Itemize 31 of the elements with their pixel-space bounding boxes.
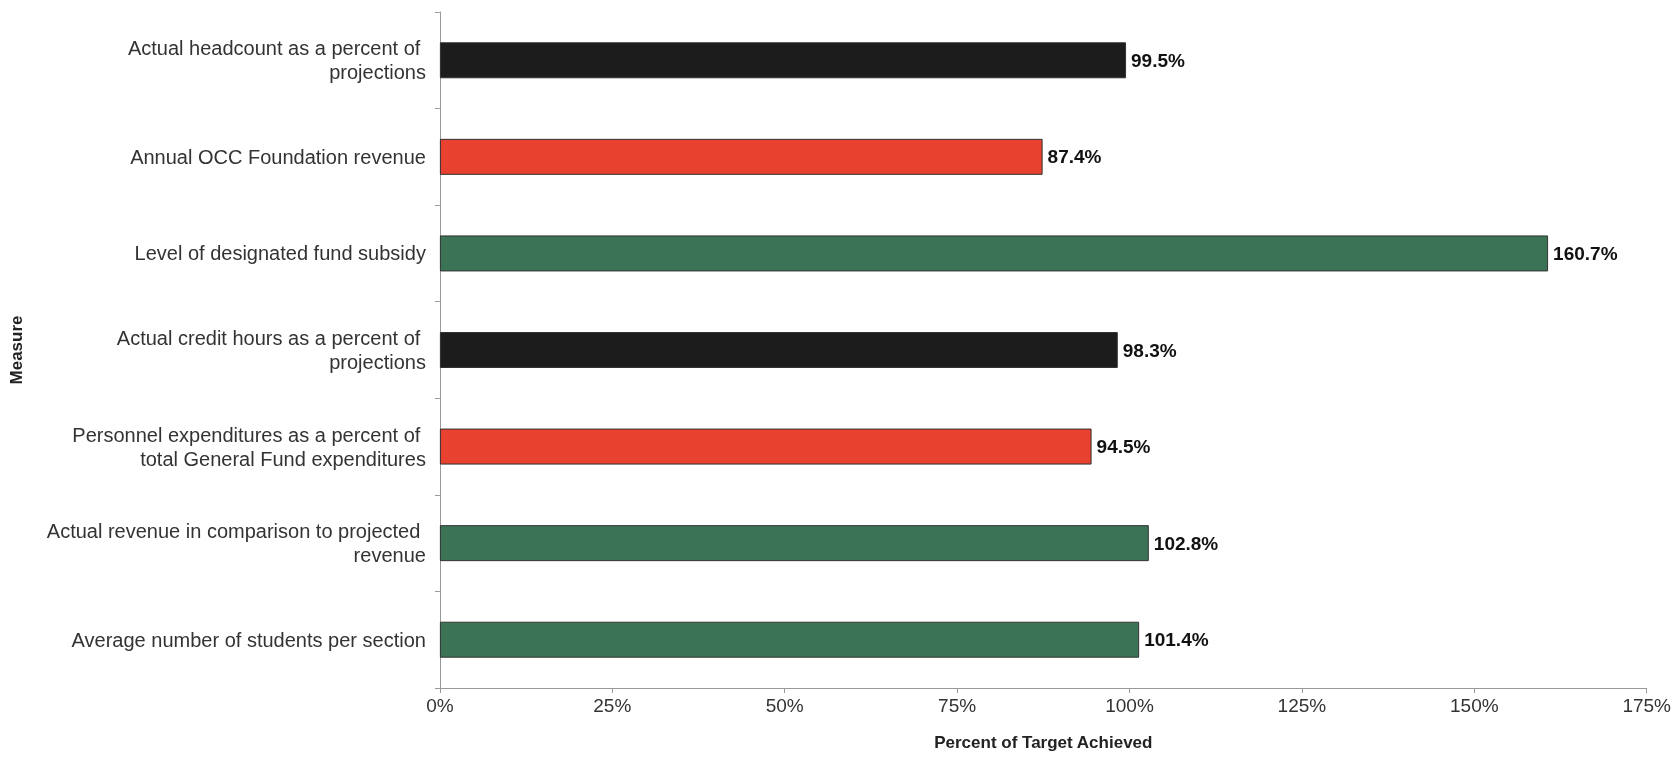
y-tick-label: Actual revenue in comparison to projected revenue	[46, 520, 426, 567]
x-tick-label: 150%	[1450, 695, 1499, 716]
x-tick-label: 125%	[1277, 695, 1327, 716]
data-label: 87.4%	[1047, 146, 1102, 168]
x-tick-label: 75%	[938, 695, 977, 716]
x-tick-label: 50%	[765, 695, 804, 716]
x-tick-label: 100%	[1105, 695, 1154, 716]
x-axis-title: Percent of Target Achieved	[934, 733, 1153, 752]
bar	[439, 621, 1140, 658]
bar	[439, 332, 1118, 368]
data-label: 98.3%	[1122, 339, 1177, 361]
y-tick-label: Annual OCC Foundation revenue	[130, 145, 426, 168]
x-tick-label: 0%	[426, 695, 454, 716]
bar	[439, 428, 1092, 465]
y-axis-title: Measure	[7, 315, 26, 385]
data-label: 102.8%	[1153, 532, 1219, 554]
data-label: 99.5%	[1131, 49, 1186, 71]
x-tick-label: 25%	[593, 695, 632, 716]
bar	[439, 525, 1149, 562]
bar	[439, 235, 1549, 272]
x-tick-label: 175%	[1622, 695, 1672, 716]
y-tick-label: Average number of students per section	[71, 628, 426, 651]
y-tick-label: Actual credit hours as a percent of projections	[116, 327, 426, 373]
bar	[439, 138, 1043, 175]
y-tick-label: Actual headcount as a percent of projections	[127, 37, 426, 84]
data-label: 94.5%	[1096, 436, 1151, 458]
y-tick-label: Level of designated fund subsidy	[134, 242, 426, 265]
data-label: 101.4%	[1144, 629, 1209, 651]
bar	[439, 42, 1127, 79]
y-tick-label: Personnel expenditures as a percent of total General Fund expenditures	[72, 423, 426, 470]
data-label: 160.7%	[1553, 242, 1618, 264]
